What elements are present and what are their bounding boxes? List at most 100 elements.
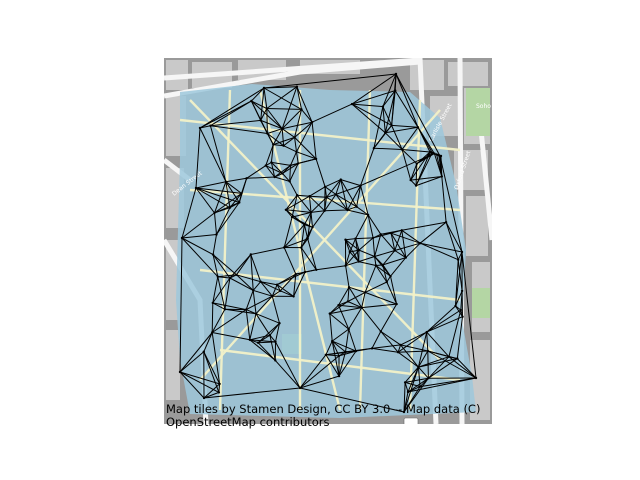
graph-edge	[397, 351, 419, 368]
graph-edge	[299, 375, 340, 389]
graph-node	[298, 386, 302, 390]
graph-node	[295, 194, 299, 197]
graph-node	[456, 357, 459, 360]
graph-node	[254, 312, 258, 315]
graph-edge	[294, 121, 313, 138]
graph-node	[284, 208, 288, 211]
graph-edge	[252, 281, 261, 291]
graph-edge	[325, 340, 333, 356]
graph-node	[281, 172, 284, 175]
graph-edge	[371, 331, 382, 349]
graph-edge	[395, 73, 419, 128]
graph-edge	[263, 87, 302, 110]
road-label-icon	[403, 417, 419, 424]
graph-edge	[179, 371, 220, 393]
graph-edge	[195, 181, 227, 189]
graph-edge	[229, 254, 252, 279]
graph-edge	[265, 165, 275, 178]
graph-node	[372, 147, 376, 150]
graph-edge	[390, 232, 421, 244]
graph-edge	[274, 360, 301, 389]
graph-node	[460, 250, 464, 254]
graph-node	[315, 268, 318, 271]
graph-edge	[355, 214, 369, 239]
graph-edge	[332, 340, 357, 352]
graph-edge	[404, 382, 409, 393]
graph-node	[211, 331, 214, 334]
graph-node	[404, 256, 407, 259]
graph-edge	[293, 274, 297, 297]
graph-edge	[299, 354, 327, 389]
graph-node	[245, 177, 248, 180]
graph-node	[379, 330, 382, 333]
graph-node	[371, 236, 375, 240]
graph-edge	[326, 196, 348, 211]
graph-edge	[351, 103, 386, 134]
graph-edge	[266, 86, 298, 109]
graph-edge	[300, 224, 305, 248]
graph-edge	[272, 290, 281, 297]
graph-node	[344, 238, 347, 241]
graph-node	[323, 209, 326, 212]
graph-edge	[340, 179, 361, 187]
graph-edge	[251, 100, 268, 109]
graph-node	[350, 102, 354, 106]
graph-edge	[179, 371, 205, 399]
graph-edge	[270, 162, 276, 178]
graph-edge	[324, 194, 337, 212]
graph-edge	[269, 335, 276, 361]
graph-edge	[355, 237, 374, 240]
graph-edge	[250, 247, 285, 255]
graph-edge	[382, 106, 393, 126]
graph-edge	[340, 179, 348, 211]
graph-edge	[281, 86, 298, 129]
graph-edge	[401, 230, 407, 258]
graph-edge	[358, 256, 375, 263]
graph-edge	[216, 207, 231, 235]
graph-edge	[260, 281, 273, 297]
graph-node	[354, 349, 358, 353]
graph-edge	[312, 210, 326, 228]
graph-edge	[391, 90, 396, 126]
graph-edge	[456, 358, 477, 379]
graph-node	[228, 276, 232, 280]
graph-edge	[300, 247, 306, 273]
graph-edge	[338, 305, 350, 330]
graph-edge	[225, 181, 242, 194]
graph-edge	[418, 366, 429, 379]
graph-edge	[390, 276, 398, 305]
graph-edge	[364, 291, 397, 305]
graph-edge	[290, 151, 297, 166]
graph-edge	[360, 153, 435, 187]
graph-node	[394, 89, 397, 92]
graph-node	[347, 327, 350, 331]
graph-node	[211, 253, 215, 256]
graph-edge	[345, 251, 351, 266]
graph-edge	[267, 128, 283, 134]
graph-edge	[361, 303, 397, 309]
graph-edge	[291, 211, 312, 218]
graph-edge	[217, 274, 237, 278]
graph-node	[224, 180, 228, 183]
graph-node	[373, 255, 376, 258]
graph-edge	[329, 313, 350, 330]
graph-edge	[289, 163, 299, 182]
graph-edge	[433, 153, 443, 177]
graph-edge	[361, 292, 366, 308]
graph-edge	[284, 238, 308, 248]
graph-edge	[269, 334, 276, 343]
graph-edge	[361, 307, 382, 332]
graph-edge	[372, 233, 382, 239]
graph-edge	[374, 256, 384, 266]
graph-edge	[394, 90, 419, 128]
graph-edge	[410, 179, 417, 186]
graph-node	[389, 275, 392, 278]
graph-edge	[214, 202, 240, 214]
graph-edge	[296, 151, 317, 160]
graph-node	[262, 86, 266, 90]
graph-edge	[301, 109, 313, 123]
graph-node	[417, 365, 420, 369]
graph-edge	[345, 238, 356, 241]
graph-node	[273, 175, 276, 179]
